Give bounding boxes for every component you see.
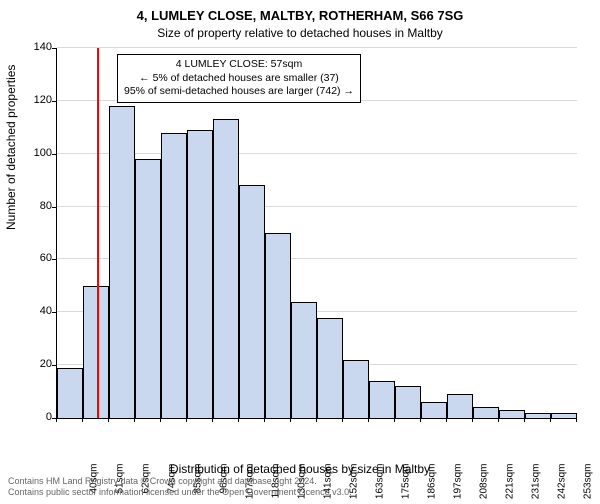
chart-title-sub: Size of property relative to detached ho… [0,26,600,40]
footer-line-1: Contains HM Land Registry data © Crown c… [8,476,352,487]
y-tick-mark [52,48,56,49]
histogram-bar [473,407,499,418]
annotation-box: 4 LUMLEY CLOSE: 57sqm← 5% of detached ho… [117,54,361,103]
x-tick-mark [238,418,239,422]
x-tick-mark [524,418,525,422]
marker-line [97,48,99,418]
chart-title-main: 4, LUMLEY CLOSE, MALTBY, ROTHERHAM, S66 … [0,8,600,23]
histogram-bar [369,381,395,418]
histogram-bar [291,302,317,418]
plot-area: 4 LUMLEY CLOSE: 57sqm← 5% of detached ho… [56,48,577,419]
x-tick-mark [134,418,135,422]
x-tick-mark [394,418,395,422]
histogram-bar [57,368,83,418]
y-tick-label: 60 [12,252,52,264]
x-tick-mark [472,418,473,422]
histogram-bar [135,159,161,418]
histogram-bar [525,413,551,418]
x-tick-mark [264,418,265,422]
x-tick-mark [212,418,213,422]
x-tick-mark [82,418,83,422]
x-tick-mark [550,418,551,422]
footer-attribution: Contains HM Land Registry data © Crown c… [8,476,352,498]
histogram-bar [551,413,577,418]
annotation-line: ← 5% of detached houses are smaller (37) [124,72,354,86]
x-tick-mark [368,418,369,422]
histogram-bar [317,318,343,418]
histogram-bar [161,133,187,418]
histogram-bar [421,402,447,418]
y-tick-label: 80 [12,200,52,212]
y-tick-label: 120 [12,94,52,106]
x-axis-label: Distribution of detached houses by size … [0,462,600,476]
x-tick-mark [446,418,447,422]
histogram-bar [395,386,421,418]
y-tick-label: 40 [12,305,52,317]
y-tick-label: 100 [12,147,52,159]
histogram-bar [499,410,525,418]
x-tick-mark [420,418,421,422]
x-tick-mark [316,418,317,422]
y-tick-mark [52,365,56,366]
y-tick-mark [52,101,56,102]
histogram-bar [239,185,265,418]
y-tick-mark [52,259,56,260]
y-tick-label: 20 [12,358,52,370]
histogram-bar [265,233,291,418]
histogram-bar [109,106,135,418]
x-tick-mark [160,418,161,422]
y-tick-mark [52,154,56,155]
y-tick-mark [52,207,56,208]
grid-line [57,153,577,154]
chart-container: { "title_main": "4, LUMLEY CLOSE, MALTBY… [0,0,600,500]
histogram-bar [213,119,239,418]
y-tick-mark [52,312,56,313]
histogram-bar [343,360,369,418]
x-tick-mark [576,418,577,422]
x-tick-mark [342,418,343,422]
grid-line [57,47,577,48]
footer-line-2: Contains public sector information licen… [8,487,352,498]
histogram-bar [447,394,473,418]
annotation-line: 95% of semi-detached houses are larger (… [124,85,354,99]
x-tick-mark [108,418,109,422]
y-tick-label: 140 [12,41,52,53]
x-tick-mark [498,418,499,422]
y-tick-label: 0 [12,411,52,423]
x-tick-mark [290,418,291,422]
annotation-line: 4 LUMLEY CLOSE: 57sqm [124,58,354,72]
x-tick-mark [186,418,187,422]
x-tick-mark [56,418,57,422]
histogram-bar [187,130,213,418]
